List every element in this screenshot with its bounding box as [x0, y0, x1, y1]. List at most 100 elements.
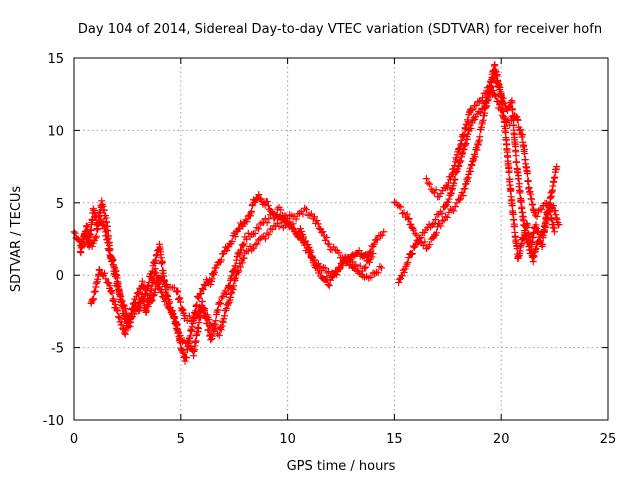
data-point — [109, 297, 117, 305]
data-point — [249, 244, 257, 252]
data-point — [538, 205, 546, 213]
data-point — [195, 294, 203, 302]
data-point — [395, 279, 403, 287]
data-point — [456, 144, 464, 152]
data-point — [303, 244, 311, 252]
data-point — [253, 240, 261, 248]
data-point — [219, 292, 227, 300]
data-point — [496, 83, 504, 91]
data-point — [463, 135, 471, 143]
data-point — [475, 108, 483, 116]
data-point — [414, 238, 422, 246]
plot-frame — [73, 57, 609, 421]
data-point — [447, 190, 455, 198]
data-point — [489, 86, 497, 94]
data-point — [461, 185, 469, 193]
data-point — [338, 261, 346, 269]
data-point — [501, 115, 509, 123]
data-point — [133, 304, 141, 312]
data-point — [223, 290, 231, 298]
data-point — [405, 214, 413, 222]
data-point — [132, 298, 140, 306]
data-point — [321, 264, 329, 272]
x-tick-label: 20 — [493, 432, 510, 447]
data-point — [407, 250, 415, 258]
data-point — [370, 240, 378, 248]
data-point — [451, 203, 459, 211]
data-point — [299, 210, 307, 218]
x-tick-label: 0 — [70, 432, 78, 447]
data-point — [467, 161, 475, 169]
data-point — [194, 325, 202, 333]
data-point — [277, 219, 285, 227]
data-point — [208, 275, 216, 283]
data-point — [148, 296, 156, 304]
y-tick-label: 15 — [47, 52, 64, 67]
data-point — [214, 330, 222, 338]
data-point — [151, 285, 159, 293]
data-point — [89, 205, 97, 213]
data-point — [229, 286, 237, 294]
data-point — [163, 292, 171, 300]
data-point — [310, 213, 318, 221]
data-point — [467, 167, 475, 175]
data-point — [448, 206, 456, 214]
data-point — [464, 118, 472, 126]
data-point — [301, 204, 309, 212]
data-point — [143, 287, 151, 295]
data-point — [378, 231, 386, 239]
data-point — [217, 256, 225, 264]
data-point — [265, 215, 273, 223]
data-point — [124, 323, 132, 331]
data-point — [445, 195, 453, 203]
data-point — [150, 258, 158, 266]
data-point — [512, 112, 520, 120]
data-point — [454, 146, 462, 154]
data-point — [325, 282, 333, 290]
data-point — [165, 299, 173, 307]
data-point — [226, 281, 234, 289]
data-point — [297, 228, 305, 236]
x-tick-label: 25 — [600, 432, 617, 447]
data-point — [479, 105, 487, 113]
data-point — [533, 212, 541, 220]
data-point — [487, 82, 495, 90]
data-point — [256, 220, 264, 228]
data-point — [179, 349, 187, 357]
data-point — [400, 268, 408, 276]
data-point — [238, 241, 246, 249]
data-point — [551, 228, 559, 236]
x-tick-labels: 0 5 10 15 20 25 — [70, 432, 616, 447]
data-point — [127, 309, 135, 317]
data-point — [366, 248, 374, 256]
data-point — [527, 246, 535, 254]
data-point — [282, 212, 290, 220]
data-point — [417, 234, 425, 242]
data-point — [505, 167, 513, 175]
data-point — [232, 256, 240, 264]
data-point — [492, 92, 500, 100]
data-point — [272, 212, 280, 220]
data-point — [539, 231, 547, 239]
data-point — [496, 101, 504, 109]
data-point — [521, 229, 529, 237]
data-point — [509, 106, 517, 114]
data-point — [182, 354, 190, 362]
data-point — [263, 198, 271, 206]
data-point — [514, 116, 522, 124]
data-point — [101, 269, 109, 277]
data-point — [376, 263, 384, 271]
data-point — [164, 292, 172, 300]
data-point — [479, 94, 487, 102]
data-point — [552, 211, 560, 219]
data-point — [485, 87, 493, 95]
data-point — [126, 315, 134, 323]
data-point — [223, 247, 231, 255]
data-point — [507, 186, 515, 194]
data-point — [227, 290, 235, 298]
data-point — [255, 225, 263, 233]
data-point — [98, 197, 106, 205]
y-axis-label: SDTVAR / TECUs — [9, 186, 24, 293]
data-point — [313, 261, 321, 269]
data-point — [88, 296, 96, 304]
